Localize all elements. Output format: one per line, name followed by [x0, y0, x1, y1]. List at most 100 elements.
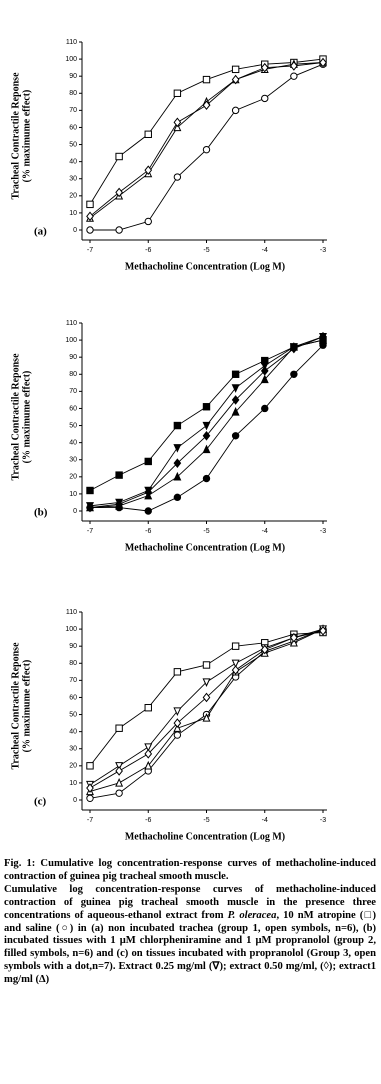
- marker: [290, 343, 298, 354]
- marker: [173, 421, 182, 430]
- marker: [173, 117, 182, 128]
- marker: [319, 331, 327, 342]
- x-tick-label: -3: [320, 247, 326, 254]
- y-tick-label: 0: [73, 797, 77, 804]
- y-tick-label: 30: [69, 176, 77, 183]
- caption-species: P. oleracea: [227, 909, 277, 921]
- marker: [144, 217, 152, 226]
- y-tick-label: 100: [65, 56, 77, 63]
- marker: [202, 678, 211, 687]
- marker: [231, 395, 240, 405]
- marker: [144, 704, 152, 712]
- series-line: [89, 628, 324, 785]
- marker: [261, 404, 269, 413]
- y-tick-label: 0: [73, 227, 77, 234]
- y-tick-label: 80: [69, 371, 77, 378]
- marker: [173, 723, 182, 732]
- marker: [260, 644, 269, 655]
- marker: [202, 713, 211, 722]
- x-tick-label: -4: [262, 817, 268, 824]
- marker: [231, 406, 240, 416]
- marker: [260, 362, 269, 371]
- x-tick-label: -5: [203, 247, 209, 254]
- marker: [261, 94, 269, 103]
- marker: [231, 432, 240, 440]
- marker: [202, 430, 211, 441]
- y-tick-label: 20: [69, 193, 77, 200]
- series-line: [89, 630, 324, 789]
- marker: [173, 707, 182, 717]
- marker: [144, 760, 153, 770]
- panel-label: (a): [34, 226, 47, 238]
- marker: [144, 165, 153, 175]
- marker: [86, 783, 94, 793]
- marker: [202, 403, 211, 411]
- marker: [115, 778, 124, 787]
- x-axis-label: Methacholine Concentration (Log M): [125, 542, 285, 553]
- x-axis-label: Methacholine Concentration (Log M): [125, 831, 285, 842]
- marker: [173, 122, 182, 132]
- y-tick-label: 90: [69, 73, 77, 80]
- y-tick-label: 90: [69, 643, 77, 650]
- marker: [86, 486, 94, 495]
- y-axis-label: (% maximume effect): [21, 90, 32, 183]
- marker: [173, 471, 182, 481]
- marker: [290, 370, 298, 378]
- marker: [115, 152, 123, 161]
- y-tick-label: 10: [69, 491, 77, 498]
- y-axis-label: (% maximume effect): [21, 371, 32, 464]
- marker: [231, 642, 240, 650]
- y-tick-label: 110: [66, 320, 77, 327]
- marker: [144, 130, 152, 138]
- x-tick-label: -7: [87, 528, 93, 535]
- y-tick-label: 70: [69, 677, 77, 684]
- marker: [144, 457, 152, 466]
- y-tick-label: 90: [69, 354, 77, 361]
- marker: [173, 444, 182, 453]
- x-tick-label: -4: [262, 528, 268, 535]
- marker: [260, 374, 269, 384]
- y-tick-label: 40: [69, 158, 77, 165]
- caption-title: Fig. 1: Cumulative log concentration-res…: [4, 858, 376, 882]
- marker: [202, 692, 211, 703]
- y-tick-label: 10: [69, 210, 77, 217]
- x-tick-label: -3: [320, 817, 326, 824]
- marker: [231, 106, 240, 115]
- marker: [173, 718, 182, 728]
- y-tick-label: 20: [69, 474, 77, 481]
- y-tick-label: 60: [69, 694, 77, 701]
- x-tick-label: -5: [203, 528, 209, 535]
- y-axis-label: Tracheal Contractile Reponse: [10, 642, 21, 770]
- y-axis-label: (% maximume effect): [21, 660, 32, 753]
- x-tick-label: -6: [145, 817, 151, 824]
- marker: [290, 632, 298, 643]
- x-tick-label: -5: [203, 817, 209, 824]
- x-tick-label: -7: [87, 247, 93, 254]
- marker: [86, 502, 94, 513]
- y-tick-label: 50: [69, 711, 77, 718]
- y-tick-label: 100: [65, 626, 77, 633]
- y-tick-label: 50: [69, 141, 77, 148]
- panel-label: (b): [34, 507, 48, 519]
- marker: [173, 731, 182, 739]
- marker: [115, 499, 123, 509]
- y-tick-label: 70: [69, 107, 77, 114]
- y-axis-label: Tracheal Contractile Reponse: [10, 353, 21, 481]
- marker: [144, 749, 153, 759]
- x-tick-label: -4: [262, 247, 268, 254]
- marker: [202, 661, 211, 669]
- y-tick-label: 80: [69, 660, 77, 667]
- y-tick-label: 110: [66, 609, 77, 616]
- marker: [231, 74, 240, 85]
- x-tick-label: -6: [145, 247, 151, 254]
- marker: [290, 61, 298, 71]
- y-tick-label: 40: [69, 728, 77, 735]
- marker: [115, 471, 123, 479]
- series-line: [89, 62, 324, 219]
- marker: [173, 493, 182, 502]
- marker: [231, 65, 240, 74]
- marker: [202, 474, 211, 483]
- y-tick-label: 60: [69, 405, 77, 412]
- marker: [202, 444, 211, 454]
